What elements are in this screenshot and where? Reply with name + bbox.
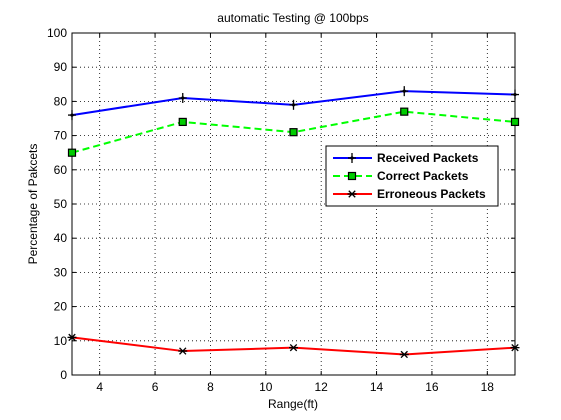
legend-label-1: Received Packets (377, 151, 479, 165)
legend-label-2: Correct Packets (377, 169, 469, 183)
y-tick-label: 20 (54, 300, 68, 314)
marker-stroke (179, 347, 187, 355)
marker-square (400, 107, 409, 116)
marker-square (289, 128, 298, 137)
y-tick-label: 60 (54, 163, 68, 177)
data-point-series-3 (67, 333, 77, 342)
data-point-series-1 (289, 99, 298, 110)
legend: Received Packets Correct Packets Erroneous… (325, 145, 499, 207)
grid-lines (72, 33, 515, 375)
marker-dot (181, 96, 185, 100)
marker-stroke (348, 190, 356, 198)
y-tick-label: 100 (47, 26, 67, 40)
x-axis-title: Range(ft) (268, 397, 318, 411)
y-tick-label: 0 (60, 368, 67, 382)
x-tick-label: 14 (370, 380, 384, 394)
x-tick-label: 18 (481, 380, 495, 394)
marker-dot (513, 92, 517, 97)
data-point-series-3 (510, 343, 520, 352)
data-point-series-3 (178, 347, 188, 355)
data-point-series-2 (67, 148, 77, 157)
chart-title: automatic Testing @ 100bps (217, 11, 368, 25)
x-tick-label: 6 (152, 380, 159, 394)
marker-dot (350, 156, 354, 160)
data-point-series-2 (178, 117, 187, 127)
y-tick-label: 40 (54, 231, 68, 245)
marker-dot (70, 113, 74, 117)
marker-stroke (511, 343, 519, 352)
data-point-series-1 (511, 89, 519, 100)
y-axis-title: Percentage of Pakcets (26, 144, 40, 265)
data-point-series-2 (510, 117, 520, 127)
data-point-series-1 (400, 86, 409, 97)
marker-dot (402, 89, 406, 93)
legend-label-3: Erroneous Packets (377, 187, 486, 201)
y-tick-label: 30 (54, 265, 68, 279)
data-point-series-2 (400, 107, 409, 116)
marker-square (67, 148, 77, 157)
marker-square (178, 117, 187, 127)
x-tick-label: 8 (207, 380, 214, 394)
data-point-series-3 (399, 350, 409, 359)
marker-square (347, 171, 357, 181)
y-tick-label: 10 (54, 334, 68, 348)
marker-stroke (400, 350, 408, 359)
x-tick-label: 10 (259, 380, 273, 394)
y-tick-label: 70 (54, 129, 68, 143)
marker-stroke (289, 343, 298, 352)
x-tick-label: 12 (315, 380, 329, 394)
marker-dot (291, 103, 296, 107)
series-line-3 (71, 336, 516, 356)
data-point-series-3 (289, 343, 298, 352)
marker-square (510, 117, 520, 127)
data-point-series-1 (68, 110, 76, 121)
data-point-series-2 (289, 128, 298, 137)
y-tick-label: 90 (54, 60, 68, 74)
axis-ticks: 4 6 8 10 12 14 16 18 0 10 20 30 40 50 60 70 80 90 100 (47, 26, 515, 394)
x-tick-label: 4 (96, 380, 103, 394)
data-point-series-1 (178, 92, 187, 103)
legend-marker-2 (347, 171, 357, 181)
x-tick-label: 16 (425, 380, 439, 394)
y-tick-label: 50 (54, 197, 68, 211)
legend-marker-1 (348, 153, 356, 163)
legend-marker-3 (347, 190, 357, 198)
marker-stroke (68, 333, 76, 342)
y-tick-label: 80 (54, 94, 68, 108)
series-group (67, 86, 520, 359)
